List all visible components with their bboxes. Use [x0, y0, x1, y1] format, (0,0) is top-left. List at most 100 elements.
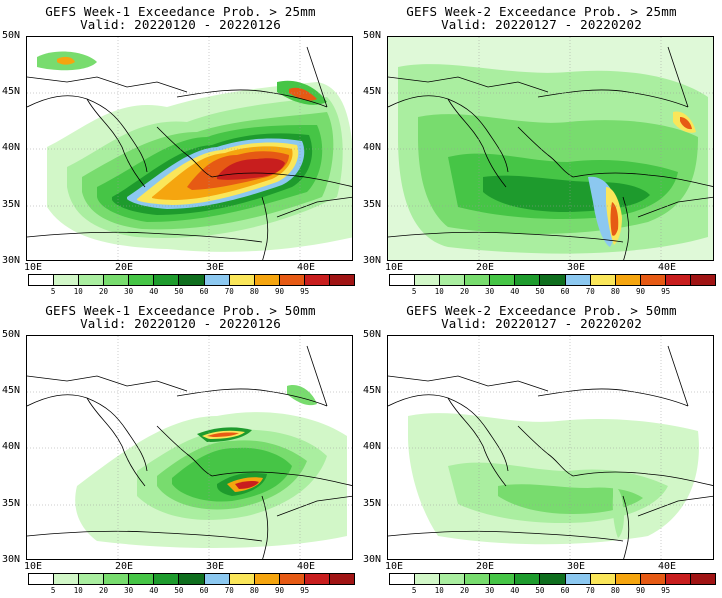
colorbar-swatch — [104, 574, 130, 584]
colorbar-tick-label: 5 — [411, 586, 417, 595]
lon-label-20e: 20E — [114, 561, 134, 572]
colorbar-tick-label: 70 — [585, 287, 595, 296]
colorbar-swatch — [690, 275, 716, 285]
colorbar — [28, 274, 355, 286]
lat-label-50n: 50N — [363, 329, 382, 340]
lon-label-40e: 40E — [657, 561, 677, 572]
lat-label-35n: 35N — [2, 199, 21, 210]
colorbar-swatch — [640, 574, 666, 584]
lat-label-35n: 35N — [363, 498, 382, 509]
colorbar-swatch — [465, 574, 491, 584]
colorbar-swatch — [515, 275, 541, 285]
colorbar-swatch — [104, 275, 130, 285]
lon-label-10e: 10E — [384, 262, 404, 273]
lon-label-10e: 10E — [384, 561, 404, 572]
colorbar-tick-label: 50 — [535, 287, 545, 296]
colorbar — [389, 573, 716, 585]
colorbar-swatch — [154, 275, 180, 285]
lat-label-30n: 30N — [363, 255, 382, 266]
panel-week2-25mm: GEFS Week-2 Exceedance Prob. > 25mm Vali… — [361, 0, 722, 299]
colorbar-tick-label: 80 — [610, 586, 620, 595]
colorbar-tick-label: 20 — [459, 586, 469, 595]
lat-label-30n: 30N — [2, 255, 21, 266]
colorbar-swatch — [254, 574, 280, 584]
colorbar-tick-label: 40 — [149, 287, 159, 296]
colorbar-tick-label: 50 — [174, 287, 184, 296]
colorbar-tick-label: 20 — [98, 287, 108, 296]
lon-label-20e: 20E — [114, 262, 134, 273]
panel-title: GEFS Week-1 Exceedance Prob. > 25mm — [45, 4, 316, 19]
colorbar — [389, 274, 716, 286]
colorbar-tick-label: 60 — [560, 287, 570, 296]
colorbar-tick-label: 60 — [560, 586, 570, 595]
colorbar-swatch — [590, 275, 616, 285]
colorbar-tick-label: 90 — [275, 586, 285, 595]
colorbar-swatch — [129, 574, 155, 584]
lon-label-10e: 10E — [23, 561, 43, 572]
colorbar-tick-label: 10 — [434, 287, 444, 296]
colorbar-swatch — [440, 574, 466, 584]
lon-label-30e: 30E — [566, 561, 586, 572]
probability-map — [387, 335, 714, 560]
probability-map — [26, 36, 353, 261]
colorbar-tick-label: 80 — [249, 586, 259, 595]
panel-title: GEFS Week-2 Exceedance Prob. > 50mm — [406, 303, 677, 318]
colorbar-tick-label: 20 — [98, 586, 108, 595]
colorbar-swatch — [304, 574, 330, 584]
lat-label-35n: 35N — [2, 498, 21, 509]
colorbar-swatch — [304, 275, 330, 285]
colorbar-swatch — [515, 574, 541, 584]
lat-label-45n: 45N — [363, 86, 382, 97]
colorbar-swatch — [204, 275, 230, 285]
lat-label-50n: 50N — [2, 329, 21, 340]
colorbar-swatch — [329, 574, 355, 584]
colorbar-tick-label: 95 — [661, 287, 671, 296]
lat-label-30n: 30N — [2, 554, 21, 565]
colorbar-tick-label: 80 — [249, 287, 259, 296]
lat-label-35n: 35N — [363, 199, 382, 210]
colorbar-tick-label: 30 — [124, 287, 134, 296]
panel-week1-25mm: GEFS Week-1 Exceedance Prob. > 25mm Vali… — [0, 0, 361, 299]
lon-label-10e: 10E — [23, 262, 43, 273]
colorbar-swatch — [254, 275, 280, 285]
lon-label-30e: 30E — [205, 561, 225, 572]
probability-map — [387, 36, 714, 261]
colorbar-swatch — [29, 275, 55, 285]
colorbar-swatch — [54, 574, 80, 584]
colorbar-tick-label: 70 — [224, 287, 234, 296]
colorbar-swatch — [179, 275, 205, 285]
colorbar-swatch — [390, 574, 416, 584]
colorbar-tick-label: 5 — [411, 287, 417, 296]
colorbar-tick-label: 30 — [485, 586, 495, 595]
lat-label-50n: 50N — [2, 30, 21, 41]
colorbar-swatch — [329, 275, 355, 285]
colorbar-tick-label: 30 — [485, 287, 495, 296]
panel-week2-50mm: GEFS Week-2 Exceedance Prob. > 50mm Vali… — [361, 299, 722, 598]
lon-label-20e: 20E — [475, 262, 495, 273]
colorbar-swatch — [279, 574, 305, 584]
colorbar-swatch — [640, 275, 666, 285]
colorbar-swatch — [590, 574, 616, 584]
colorbar-tick-label: 95 — [300, 287, 310, 296]
colorbar-tick-label: 90 — [275, 287, 285, 296]
lon-label-30e: 30E — [205, 262, 225, 273]
colorbar-tick-label: 10 — [73, 586, 83, 595]
colorbar-swatch — [665, 275, 691, 285]
colorbar-swatch — [179, 574, 205, 584]
panel-valid-dates: Valid: 20220127 - 20220202 — [441, 316, 642, 331]
colorbar-tick-label: 5 — [50, 586, 56, 595]
colorbar-tick-label: 30 — [124, 586, 134, 595]
colorbar-swatch — [129, 275, 155, 285]
colorbar-tick-label: 90 — [636, 287, 646, 296]
colorbar-tick-label: 40 — [149, 586, 159, 595]
panel-week1-50mm: GEFS Week-1 Exceedance Prob. > 50mm Vali… — [0, 299, 361, 598]
colorbar-swatch — [565, 275, 591, 285]
colorbar-tick-label: 10 — [73, 287, 83, 296]
colorbar-tick-label: 50 — [174, 586, 184, 595]
colorbar-tick-label: 50 — [535, 586, 545, 595]
colorbar-tick-label: 95 — [661, 586, 671, 595]
panel-title: GEFS Week-1 Exceedance Prob. > 50mm — [45, 303, 316, 318]
colorbar-swatch — [415, 574, 441, 584]
colorbar-swatch — [540, 275, 566, 285]
lat-label-30n: 30N — [363, 554, 382, 565]
